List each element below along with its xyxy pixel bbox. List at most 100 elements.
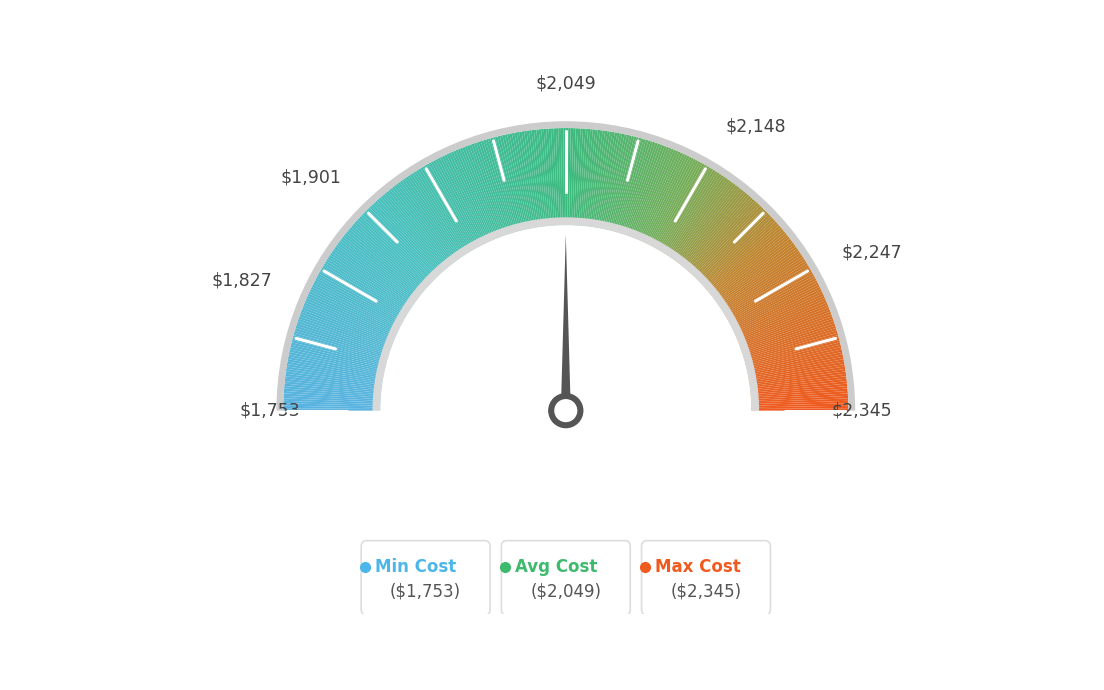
Wedge shape — [300, 312, 392, 347]
Wedge shape — [750, 376, 847, 390]
Wedge shape — [750, 379, 847, 391]
Wedge shape — [551, 128, 558, 226]
Wedge shape — [603, 134, 625, 229]
Wedge shape — [622, 141, 654, 235]
Wedge shape — [749, 366, 846, 383]
Wedge shape — [728, 271, 813, 321]
Wedge shape — [306, 298, 396, 338]
Wedge shape — [287, 359, 383, 378]
Wedge shape — [575, 128, 583, 226]
Wedge shape — [340, 239, 418, 299]
Text: $1,753: $1,753 — [240, 402, 300, 420]
Wedge shape — [745, 342, 840, 367]
Wedge shape — [286, 371, 382, 386]
Wedge shape — [747, 357, 843, 377]
Wedge shape — [617, 139, 646, 233]
Wedge shape — [734, 293, 824, 335]
Wedge shape — [425, 165, 475, 250]
Wedge shape — [676, 184, 736, 263]
Wedge shape — [465, 146, 501, 237]
Wedge shape — [741, 319, 834, 352]
Wedge shape — [421, 167, 471, 252]
Wedge shape — [423, 166, 474, 251]
Wedge shape — [330, 253, 412, 308]
Wedge shape — [678, 185, 737, 264]
Wedge shape — [751, 384, 848, 395]
Wedge shape — [741, 316, 834, 351]
Wedge shape — [406, 177, 463, 258]
Wedge shape — [584, 129, 595, 226]
Wedge shape — [620, 140, 650, 234]
Wedge shape — [354, 221, 428, 288]
Wedge shape — [638, 150, 679, 241]
Wedge shape — [302, 307, 393, 344]
Wedge shape — [729, 276, 816, 324]
Wedge shape — [331, 250, 413, 307]
Wedge shape — [474, 143, 507, 235]
Wedge shape — [585, 130, 597, 226]
Text: ($2,345): ($2,345) — [670, 583, 742, 601]
Wedge shape — [662, 170, 715, 253]
Wedge shape — [559, 128, 563, 226]
Wedge shape — [703, 221, 777, 288]
Wedge shape — [724, 263, 808, 315]
Wedge shape — [368, 207, 437, 278]
Wedge shape — [302, 305, 394, 343]
Wedge shape — [746, 347, 841, 371]
Wedge shape — [613, 137, 639, 232]
Wedge shape — [382, 194, 447, 270]
Wedge shape — [460, 148, 498, 239]
Wedge shape — [690, 201, 756, 274]
Wedge shape — [733, 289, 822, 333]
Wedge shape — [402, 179, 459, 259]
Wedge shape — [290, 344, 385, 369]
Wedge shape — [291, 340, 386, 366]
Wedge shape — [598, 132, 617, 228]
Wedge shape — [288, 354, 384, 375]
Wedge shape — [291, 342, 386, 367]
Circle shape — [549, 394, 583, 428]
Wedge shape — [749, 364, 845, 382]
Wedge shape — [284, 406, 381, 409]
Wedge shape — [730, 280, 818, 326]
Wedge shape — [414, 171, 468, 255]
Wedge shape — [439, 157, 485, 245]
Wedge shape — [637, 150, 677, 240]
Wedge shape — [543, 129, 553, 226]
Text: ($2,049): ($2,049) — [530, 583, 602, 601]
Wedge shape — [669, 177, 725, 258]
Wedge shape — [546, 128, 554, 226]
Wedge shape — [371, 204, 439, 276]
Wedge shape — [305, 300, 395, 339]
Wedge shape — [309, 289, 399, 333]
Text: ($1,753): ($1,753) — [390, 583, 461, 601]
Wedge shape — [602, 133, 623, 229]
Wedge shape — [321, 267, 406, 318]
Wedge shape — [569, 128, 573, 226]
Text: $2,247: $2,247 — [841, 244, 902, 262]
Wedge shape — [675, 182, 734, 262]
Wedge shape — [628, 144, 662, 237]
Wedge shape — [592, 131, 607, 227]
Wedge shape — [410, 174, 465, 256]
Wedge shape — [381, 196, 445, 270]
Wedge shape — [750, 371, 846, 386]
Wedge shape — [297, 321, 390, 353]
Wedge shape — [339, 241, 417, 300]
Wedge shape — [651, 160, 699, 247]
Wedge shape — [633, 147, 669, 238]
Wedge shape — [578, 129, 588, 226]
Wedge shape — [712, 237, 790, 298]
Wedge shape — [730, 278, 817, 325]
Wedge shape — [572, 128, 578, 226]
Text: Avg Cost: Avg Cost — [514, 558, 597, 575]
Wedge shape — [287, 362, 383, 380]
Wedge shape — [745, 337, 839, 364]
Wedge shape — [431, 161, 479, 248]
Wedge shape — [671, 178, 728, 259]
Wedge shape — [284, 386, 381, 396]
Wedge shape — [507, 134, 529, 229]
Wedge shape — [348, 229, 424, 293]
Wedge shape — [687, 196, 751, 270]
Wedge shape — [668, 175, 724, 257]
